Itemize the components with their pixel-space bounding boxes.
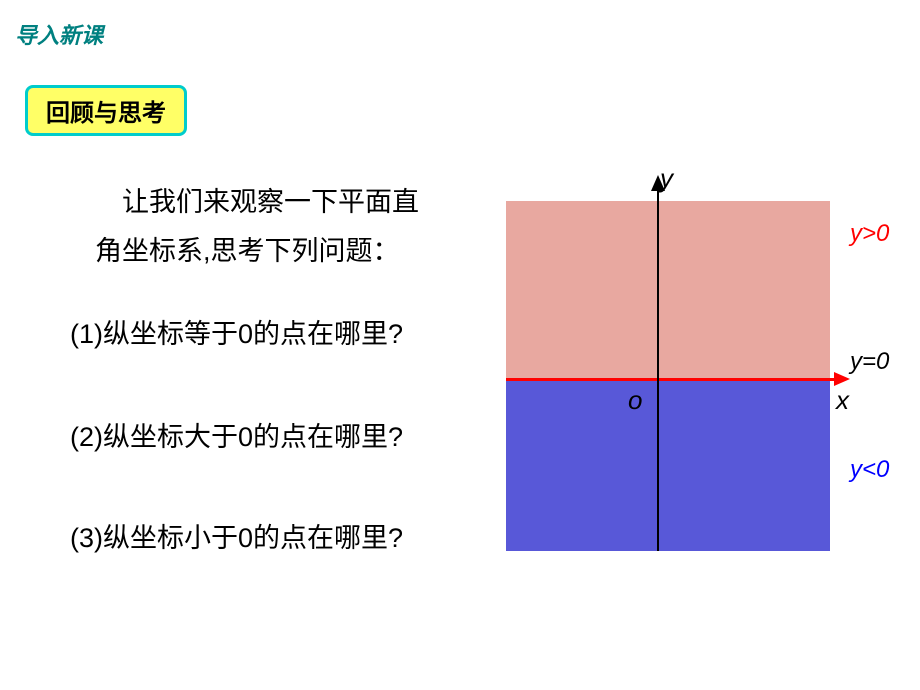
lesson-header: 导入新课 — [15, 18, 103, 50]
y-zero-label: y=0 — [850, 348, 889, 376]
question-3: (3)纵坐标小于0的点在哪里? — [70, 516, 403, 555]
y-axis-label: y — [660, 163, 673, 194]
x-axis-arrow — [834, 372, 850, 386]
upper-halfplane — [506, 201, 830, 378]
question-2: (2)纵坐标大于0的点在哪里? — [70, 415, 403, 454]
coordinate-diagram: y x o y>0 y=0 y<0 — [490, 160, 910, 590]
lower-halfplane — [506, 381, 830, 551]
y-negative-label: y<0 — [850, 456, 889, 484]
y-axis — [657, 189, 659, 551]
question-1: (1)纵坐标等于0的点在哪里? — [70, 312, 403, 351]
review-box: 回顾与思考 — [25, 85, 187, 136]
intro-text: 让我们来观察一下平面直 角坐标系,思考下列问题： — [95, 178, 490, 275]
x-axis-label: x — [836, 385, 849, 416]
intro-line1: 让我们来观察一下平面直 — [95, 178, 490, 227]
x-axis — [506, 378, 836, 381]
y-positive-label: y>0 — [850, 220, 889, 248]
intro-line2: 角坐标系,思考下列问题： — [95, 227, 490, 276]
origin-label: o — [628, 385, 642, 416]
